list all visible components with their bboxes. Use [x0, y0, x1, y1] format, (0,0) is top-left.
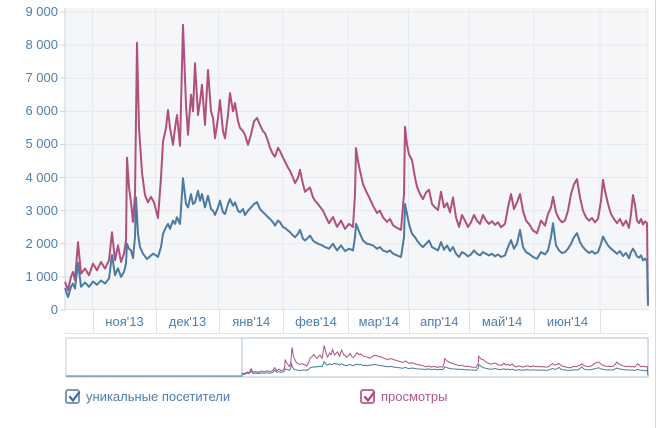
legend-label-views[interactable]: просмотры	[381, 389, 448, 404]
y-axis-label: 4 000	[25, 169, 58, 185]
checkbox-check-icon	[68, 391, 81, 403]
month-label-cell: апр'14	[408, 310, 470, 333]
month-label-cell: фев'14	[283, 310, 348, 333]
legend-item-unique-visitors[interactable]: уникальные посетители	[65, 389, 230, 404]
month-label-cell: ноя'13	[92, 310, 156, 333]
navigator-views-line	[66, 345, 649, 377]
y-axis-label: 2 000	[25, 235, 58, 251]
legend-label-unique-visitors[interactable]: уникальные посетители	[86, 389, 231, 404]
y-axis-label: 0	[50, 302, 58, 317]
month-label-cell: июн'14	[534, 310, 600, 333]
views-checkbox[interactable]	[360, 389, 376, 404]
checkbox-check-icon	[363, 391, 376, 403]
y-axis-label: 8 000	[25, 37, 58, 53]
month-label-cell: мар'14	[348, 310, 409, 333]
y-axis-label: 1 000	[25, 268, 58, 284]
views-series-line	[64, 23, 649, 304]
main-plot-area[interactable]	[0, 0, 656, 338]
y-axis-label: 3 000	[25, 202, 58, 218]
legend-item-views[interactable]: просмотры	[360, 389, 447, 404]
y-axis-label: 5 000	[25, 136, 58, 152]
navigator-selection[interactable]	[241, 337, 649, 378]
unique-visitors-checkbox[interactable]	[65, 389, 81, 404]
y-axis-label: 9 000	[25, 4, 58, 19]
x-axis-month-band: ноя'13 дек'13 янв'14 фев'14 мар'14 апр'14 май'…	[65, 310, 648, 334]
y-axis-label: 6 000	[25, 103, 58, 119]
month-empty-cell	[600, 310, 648, 333]
range-navigator[interactable]	[0, 332, 656, 382]
unique-visitors-series-line	[64, 177, 649, 306]
month-label-cell: янв'14	[218, 310, 284, 333]
navigator-outline	[65, 337, 649, 378]
month-label-cell: дек'13	[155, 310, 219, 333]
panel-right-border	[655, 0, 656, 428]
month-empty-cell	[65, 310, 93, 333]
y-axis-label: 7 000	[25, 70, 58, 86]
month-label-cell: май'14	[469, 310, 534, 333]
navigator-unique-visitors-line	[66, 360, 649, 377]
